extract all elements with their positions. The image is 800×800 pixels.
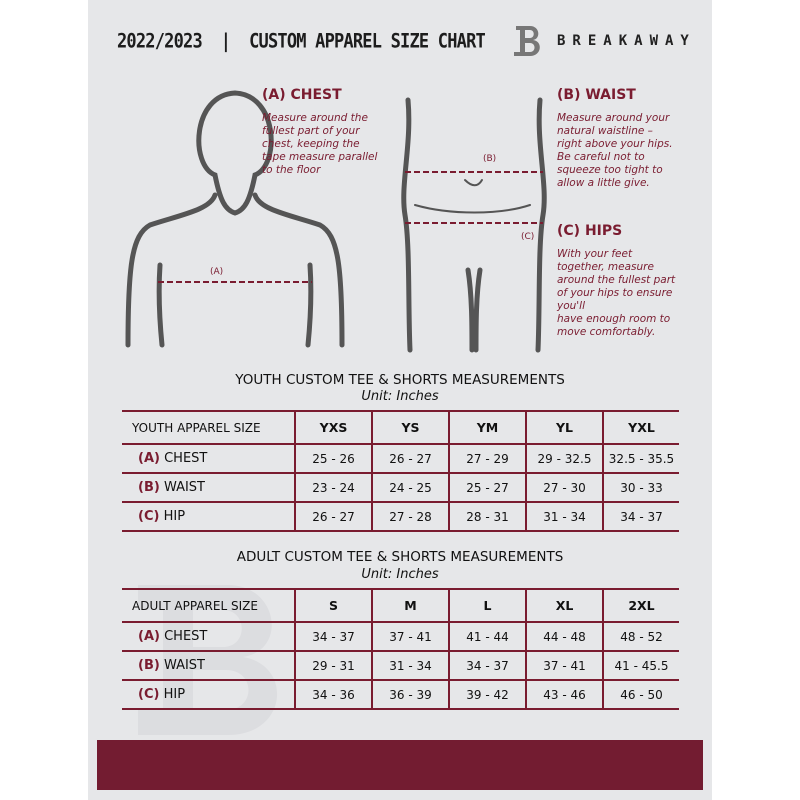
measure-name: CHEST	[164, 451, 208, 466]
table-cell: 29 - 32.5	[525, 444, 603, 474]
measure-letter: (A)	[138, 629, 160, 644]
table-cell: 37 - 41	[371, 622, 449, 652]
page-title: 2022/2023 | CUSTOM APPAREL SIZE CHART	[117, 30, 486, 53]
breakaway-logo	[514, 26, 540, 56]
size-header: YXS	[294, 411, 372, 445]
table-row: (A) CHEST 34 - 37 37 - 41 41 - 44 44 - 48 48 …	[122, 622, 679, 652]
body-illustrations	[125, 90, 547, 353]
measure-letter: (B)	[138, 658, 160, 673]
table-cell: 46 - 50	[602, 680, 679, 710]
chest-marker: (A)	[210, 267, 224, 277]
table-row: (A) CHEST 25 - 26 26 - 27 27 - 29 29 - 32.5 3…	[122, 444, 679, 474]
hips-description: With your feet together, measure around th…	[557, 248, 676, 338]
chest-description: Measure around the fullest part of your ch…	[262, 112, 378, 176]
arms-inner	[156, 262, 314, 348]
measure-label: (B) WAIST	[122, 473, 295, 503]
table-cell: 27 - 30	[525, 473, 603, 503]
waist-marker: (B)	[483, 154, 497, 164]
adult-size-table: ADULT APPAREL SIZE S M L XL 2XL (A) CHEST 34 - …	[122, 588, 679, 710]
chest-heading: (A) CHEST	[262, 87, 342, 103]
size-header: M	[371, 589, 449, 623]
torso-outline	[401, 97, 547, 353]
measure-letter: (B)	[138, 480, 160, 495]
table-cell: 48 - 52	[602, 622, 679, 652]
table-cell: 41 - 44	[448, 622, 526, 652]
table-cell: 24 - 25	[371, 473, 449, 503]
table-cell: 30 - 33	[602, 473, 679, 503]
brand-name: BREAKAWAY	[557, 33, 696, 49]
measure-name: HIP	[163, 687, 186, 702]
table-row: (C) HIP 26 - 27 27 - 28 28 - 31 31 - 34 34 - …	[122, 502, 679, 532]
footer-band	[97, 740, 703, 790]
measure-label: (C) HIP	[122, 680, 295, 710]
adult-table-title: ADULT CUSTOM TEE & SHORTS MEASUREMENTS	[236, 549, 564, 565]
table-cell: 25 - 26	[294, 444, 372, 474]
table-cell: 34 - 37	[448, 651, 526, 681]
table-cell: 41 - 45.5	[602, 651, 679, 681]
waist-description: Measure around your natural waistline – ri…	[557, 112, 673, 189]
measure-name: HIP	[163, 509, 186, 524]
table-cell: 36 - 39	[371, 680, 449, 710]
head-outline	[196, 90, 274, 216]
table-cell: 44 - 48	[525, 622, 603, 652]
table-cell: 26 - 27	[294, 502, 372, 532]
size-header: YS	[371, 411, 449, 445]
table-cell: 27 - 28	[371, 502, 449, 532]
table-header-row: YOUTH APPAREL SIZE YXS YS YM YL YXL	[122, 411, 679, 445]
table-cell: 31 - 34	[525, 502, 603, 532]
size-header: YM	[448, 411, 526, 445]
table-cell: 25 - 27	[448, 473, 526, 503]
size-label-header: ADULT APPAREL SIZE	[122, 589, 295, 623]
waist-heading: (B) WAIST	[557, 87, 636, 103]
hips-marker: (C)	[521, 232, 535, 242]
table-cell: 31 - 34	[371, 651, 449, 681]
table-cell: 27 - 29	[448, 444, 526, 474]
youth-unit: Unit: Inches	[361, 389, 439, 404]
table-cell: 34 - 37	[602, 502, 679, 532]
table-row: (B) WAIST 23 - 24 24 - 25 25 - 27 27 - 30 30 …	[122, 473, 679, 503]
size-header: XL	[525, 589, 603, 623]
measure-letter: (C)	[138, 509, 160, 524]
youth-table-title: YOUTH CUSTOM TEE & SHORTS MEASUREMENTS	[235, 372, 565, 388]
size-header: YXL	[602, 411, 679, 445]
size-header: S	[294, 589, 372, 623]
adult-unit: Unit: Inches	[361, 567, 439, 582]
table-cell: 34 - 37	[294, 622, 372, 652]
measure-label: (A) CHEST	[122, 444, 295, 474]
table-row: (B) WAIST 29 - 31 31 - 34 34 - 37 37 - 41 41 …	[122, 651, 679, 681]
legs-inner	[465, 267, 483, 353]
table-cell: 32.5 - 35.5	[602, 444, 679, 474]
size-header: YL	[525, 411, 603, 445]
table-cell: 28 - 31	[448, 502, 526, 532]
table-cell: 26 - 27	[371, 444, 449, 474]
size-header: L	[448, 589, 526, 623]
table-row: (C) HIP 34 - 36 36 - 39 39 - 42 43 - 46 46 - …	[122, 680, 679, 710]
table-header-row: ADULT APPAREL SIZE S M L XL 2XL	[122, 589, 679, 623]
measure-label: (B) WAIST	[122, 651, 295, 681]
measure-label: (A) CHEST	[122, 622, 295, 652]
table-cell: 37 - 41	[525, 651, 603, 681]
table-cell: 23 - 24	[294, 473, 372, 503]
table-cell: 39 - 42	[448, 680, 526, 710]
table-cell: 43 - 46	[525, 680, 603, 710]
size-header: 2XL	[602, 589, 679, 623]
measure-name: WAIST	[163, 658, 206, 673]
shoulders-outline	[125, 192, 345, 348]
measure-name: CHEST	[164, 629, 208, 644]
size-label-header: YOUTH APPAREL SIZE	[122, 411, 295, 445]
table-cell: 29 - 31	[294, 651, 372, 681]
measure-label: (C) HIP	[122, 502, 295, 532]
hips-heading: (C) HIPS	[557, 223, 623, 239]
table-cell: 34 - 36	[294, 680, 372, 710]
measure-name: WAIST	[163, 480, 206, 495]
youth-size-table: YOUTH APPAREL SIZE YXS YS YM YL YXL (A) CHEST 2…	[122, 410, 679, 532]
measure-letter: (A)	[138, 451, 160, 466]
measure-letter: (C)	[138, 687, 160, 702]
